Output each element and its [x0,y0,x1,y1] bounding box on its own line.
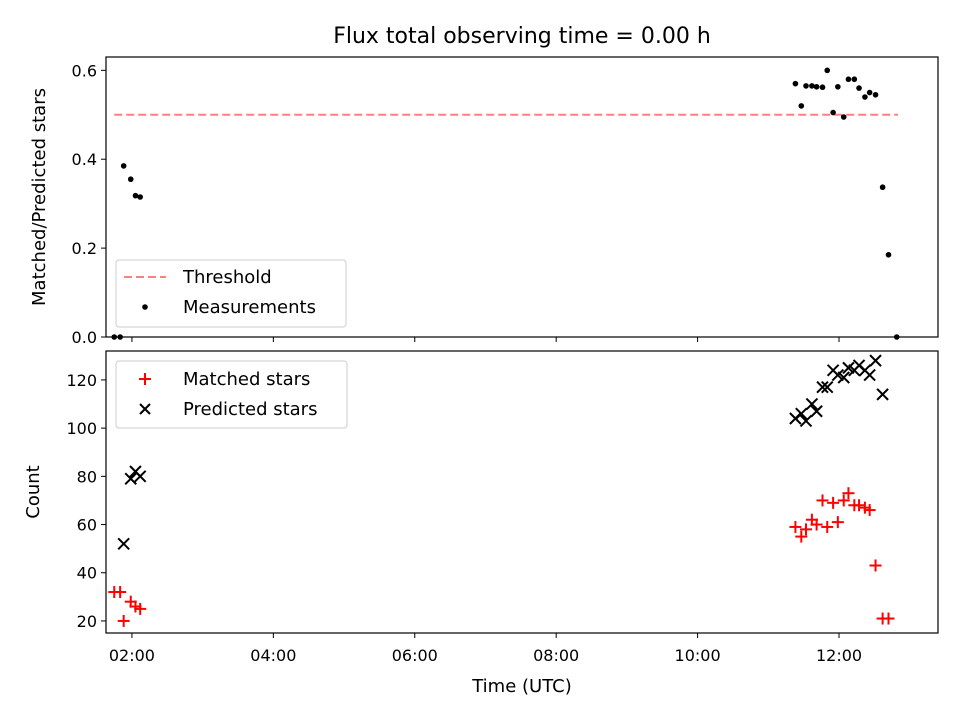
matched-star-point [795,530,808,543]
predicted-star-point [124,472,137,485]
predicted-star-point [805,397,819,411]
x-tick-label: 08:00 [533,646,579,665]
x-axis-label: Time (UTC) [471,676,572,697]
legend-predicted-swatch [139,403,151,415]
ratio-plot-area [111,67,900,340]
measurement-point [127,176,134,183]
predicted-star-point [837,371,850,384]
count-y-tick-label: 80 [77,467,97,486]
measurement-point [830,109,836,116]
measurement-point [845,76,852,83]
measurement-point [803,83,809,89]
count-y-tick-label: 100 [66,419,97,438]
matched-star-point [800,523,813,536]
matched-star-point [882,612,895,625]
x-tick-label: 04:00 [250,646,296,665]
ratio-y-tick-label: 0.6 [72,61,97,80]
legend-predicted-label: Predicted stars [183,399,317,420]
x-tick-label: 02:00 [109,646,155,665]
count-y-tick-label: 40 [77,564,97,583]
measurement-point [819,84,826,91]
predicted-star-point [869,354,882,367]
matched-star-point [863,504,876,517]
matched-star-point [810,518,823,531]
measurement-point [809,83,815,89]
predicted-star-point [795,407,808,420]
matched-star-point [837,494,850,507]
measurement-point [856,85,862,91]
predicted-star-point [810,405,823,418]
predicted-star-point [117,537,130,551]
ratio-y-tick-label: 0.0 [72,328,97,347]
matched-star-point [821,520,834,533]
measurement-point [120,163,127,169]
matched-star-point [117,614,130,627]
count-legend: Matched stars Predicted stars [115,360,348,429]
legend-matched-swatch [139,373,151,385]
measurement-point [851,76,858,83]
measurement-point [824,67,831,74]
x-tick-label: 12:00 [816,646,862,665]
legend-threshold-label: Threshold [182,267,272,288]
predicted-star-point [799,414,813,428]
count-y-ticks: 20 40 60 80 100 120 [66,371,106,631]
ratio-panel: 0.0 0.2 0.4 0.6 Matched/Predicted stars Thr… [29,56,939,347]
ratio-x-ticks [131,337,840,342]
measurement-point [885,251,892,258]
count-y-tick-label: 120 [66,371,97,390]
matched-star-point [816,494,829,507]
count-panel: 20 40 60 80 100 120 02:00 04:00 06:00 08:00 10:00… [23,350,939,697]
predicted-star-point [816,380,829,394]
count-y-axis-label: Count [23,465,44,518]
predicted-star-point [876,388,889,401]
legend-matched-label: Matched stars [183,369,310,390]
ratio-y-axis-label: Matched/Predicted stars [29,88,50,306]
count-legend-box [115,360,348,429]
x-tick-label: 10:00 [675,646,721,665]
matched-star-point [842,487,855,500]
ratio-axes-frame [105,56,939,338]
count-y-tick-label: 60 [77,516,97,535]
matched-star-point [853,499,866,512]
count-plot-area [108,354,895,627]
matched-star-point [134,602,147,615]
measurement-point [835,83,841,90]
measurement-point [866,89,873,96]
ratio-y-tick-label: 0.2 [72,239,97,258]
ratio-y-tick-label: 0.4 [72,150,97,169]
matched-star-point [869,559,882,572]
predicted-star-point [821,380,834,394]
ratio-y-ticks: 0.0 0.2 0.4 0.6 [72,61,106,347]
count-y-tick-label: 20 [77,612,97,631]
ratio-legend-box [115,259,347,328]
predicted-star-point [133,470,147,483]
legend-measurements-label: Measurements [183,297,316,318]
ratio-legend: Threshold Measurements [115,259,347,328]
matched-star-point [827,496,840,509]
measurement-point [879,184,886,191]
measurement-point [840,114,847,120]
measurement-point [137,194,143,200]
x-tick-label: 06:00 [392,646,438,665]
measurement-point [872,91,879,98]
matched-star-point [114,586,127,599]
chart-title: Flux total observing time = 0.00 h [333,24,711,49]
matched-star-point [789,520,802,533]
measurement-point [792,80,799,87]
count-x-ticks: 02:00 04:00 06:00 08:00 10:00 12:00 [109,633,862,665]
measurement-point [813,83,820,90]
predicted-star-point [863,368,876,382]
measurement-point [132,192,139,199]
measurement-point [798,103,805,109]
matched-star-point [831,516,844,529]
measurement-point [862,94,868,100]
count-axes-frame [105,350,939,634]
legend-measurements-swatch [142,304,148,310]
